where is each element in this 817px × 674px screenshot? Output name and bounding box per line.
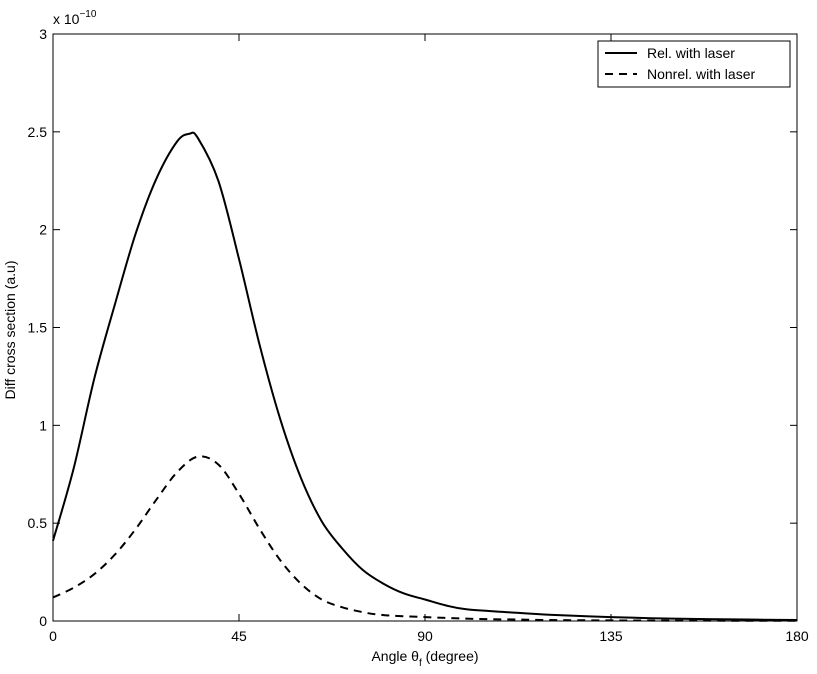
x-tick-label: 90 xyxy=(417,628,433,644)
legend: Rel. with laser Nonrel. with laser xyxy=(597,40,791,88)
y-tick-label: 0 xyxy=(39,613,47,629)
y-tick-label: 2.5 xyxy=(28,124,48,140)
y-tick-label: 3 xyxy=(39,26,47,42)
x-tick-label: 0 xyxy=(49,628,57,644)
x-tick-label: 45 xyxy=(231,628,247,644)
x-axis-label: Angle θf (degree) xyxy=(371,648,478,669)
legend-box xyxy=(597,40,791,88)
series-line-rel-with-laser xyxy=(52,131,798,622)
plot-frame xyxy=(52,33,798,622)
y-tick-label: 2 xyxy=(39,222,47,238)
y-tick-label: 1 xyxy=(39,417,47,433)
y-axis-label: Diff cross section (a.u) xyxy=(2,260,18,399)
legend-label-rel: Rel. with laser xyxy=(647,45,735,61)
series-line-nonrel-with-laser xyxy=(52,455,798,622)
y-multiplier: x 10−10 xyxy=(53,9,97,27)
legend-label-nonrel: Nonrel. with laser xyxy=(647,66,755,82)
x-tick-label: 135 xyxy=(599,628,623,644)
y-tick-label: 0.5 xyxy=(28,515,48,531)
x-tick-label: 180 xyxy=(785,628,809,644)
y-tick-label: 1.5 xyxy=(28,320,48,336)
